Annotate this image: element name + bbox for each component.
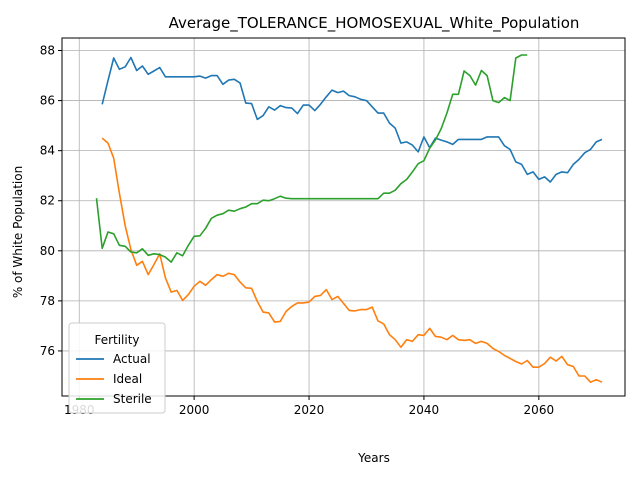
plot-frame (61, 37, 626, 397)
y-tick-label: 88 (40, 44, 55, 58)
y-axis-label: % of White Population (11, 166, 25, 298)
y-tick-label: 84 (40, 144, 55, 158)
x-tick-label: 2040 (409, 403, 440, 417)
y-tick-label: 80 (40, 244, 55, 258)
series-line-ideal (101, 137, 603, 384)
y-tick-label: 76 (40, 344, 55, 358)
legend-title: Fertility (94, 333, 139, 347)
series-line-sterile (95, 54, 528, 263)
y-tick-label: 86 (40, 94, 55, 108)
legend-label-ideal: Ideal (113, 372, 142, 386)
y-tick-label: 82 (40, 194, 55, 208)
grid (62, 38, 625, 396)
x-tick-label: 2020 (294, 403, 325, 417)
legend: Fertility Actual Ideal Sterile (68, 322, 166, 414)
y-tick-label: 78 (40, 294, 55, 308)
series-layer (95, 54, 603, 384)
chart-title: Average_TOLERANCE_HOMOSEXUAL_White_Popul… (169, 14, 580, 33)
legend-box (68, 322, 166, 414)
y-axis-ticks: 76 78 80 82 84 86 88 (40, 44, 62, 358)
series-line-actual (101, 56, 603, 183)
x-tick-label: 2060 (524, 403, 555, 417)
x-tick-label: 2000 (179, 403, 210, 417)
x-axis-label: Years (357, 451, 390, 465)
legend-label-sterile: Sterile (113, 392, 152, 406)
legend-label-actual: Actual (113, 352, 151, 366)
